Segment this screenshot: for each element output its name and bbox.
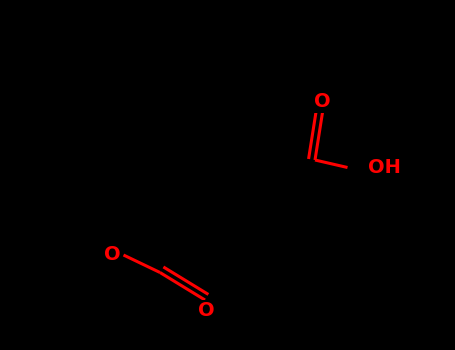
Text: O: O [104,245,121,265]
Text: O: O [314,92,331,111]
Text: O: O [197,301,214,321]
Text: OH: OH [369,158,401,177]
